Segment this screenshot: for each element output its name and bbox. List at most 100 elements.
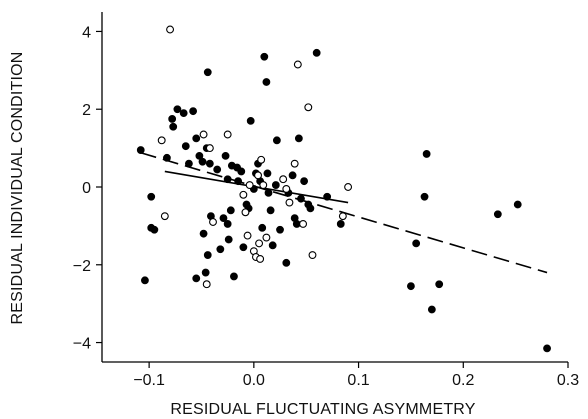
filled-data-point: [493, 210, 502, 219]
filled-data-point: [192, 274, 201, 283]
filled-data-point: [168, 115, 177, 123]
filled-data-point: [297, 194, 305, 203]
filled-data-point: [201, 268, 210, 277]
filled-data-point: [268, 241, 277, 250]
filled-data-point: [263, 169, 272, 178]
filled-data-point: [136, 146, 145, 154]
filled-data-point: [412, 239, 421, 248]
filled-data-point: [435, 280, 444, 289]
x-tick-label: 0.3: [557, 372, 579, 389]
filled-data-point: [169, 122, 178, 131]
filled-data-point: [336, 220, 345, 228]
plot-frame: [101, 12, 568, 363]
filled-data-point: [258, 223, 267, 232]
open-data-point: [254, 171, 262, 180]
filled-data-point: [246, 116, 255, 125]
filled-data-point: [230, 272, 238, 281]
open-data-point: [279, 175, 288, 184]
filled-data-point: [181, 142, 190, 151]
filled-data-point: [276, 225, 284, 234]
x-axis-ticks: −0.1 0.0 0.1 0.2 0.3: [133, 362, 579, 389]
filled-data-point: [199, 229, 208, 238]
open-data-point: [160, 212, 169, 221]
filled-data-point: [264, 188, 273, 197]
filled-data-point: [260, 52, 269, 61]
open-data-point: [290, 159, 299, 168]
filled-data-point: [150, 225, 159, 234]
x-tick-label: −0.1: [133, 372, 165, 389]
filled-data-point: [234, 177, 243, 186]
open-data-point: [157, 136, 166, 145]
x-tick-label: 0.1: [347, 372, 369, 389]
open-data-point: [285, 198, 294, 207]
filled-data-point: [226, 206, 235, 215]
open-data-point: [205, 144, 214, 153]
filled-data-point: [185, 159, 193, 168]
y-tick-label: 0: [82, 180, 91, 197]
filled-data-point: [141, 276, 149, 285]
y-tick-label: −4: [73, 336, 91, 353]
filled-data-point: [221, 151, 230, 160]
open-data-point: [299, 219, 308, 228]
open-data-point: [293, 60, 302, 69]
filled-data-point: [219, 214, 228, 223]
filled-data-point: [513, 200, 522, 209]
filled-data-point: [323, 192, 332, 201]
x-axis-label: RESIDUAL FLUCTUATING ASYMMETRY: [170, 401, 475, 418]
filled-data-point: [420, 192, 429, 201]
open-data-point: [262, 233, 271, 242]
filled-data-point: [306, 204, 315, 213]
x-tick-label: 0.2: [452, 372, 474, 389]
filled-data-point: [216, 245, 225, 254]
open-data-point: [199, 130, 208, 139]
filled-data-point: [282, 258, 291, 267]
open-data-point: [202, 280, 211, 289]
x-tick-label: 0.0: [243, 372, 265, 389]
open-data-point: [209, 218, 217, 226]
open-data-point: [239, 190, 248, 199]
open-data-point: [308, 251, 317, 260]
filled-data-point: [288, 171, 297, 180]
filled-data-point: [266, 206, 275, 215]
open-data-point: [338, 212, 347, 221]
open-data-point: [241, 208, 250, 217]
y-axis-label: RESIDUAL INDIVIDUAL CONDITION: [9, 51, 26, 324]
filled-data-point: [192, 134, 201, 143]
filled-data-point: [223, 175, 232, 184]
open-data-point: [282, 184, 291, 193]
open-data-point: [259, 181, 268, 190]
filled-data-point: [237, 167, 246, 176]
filled-points-series: [136, 48, 551, 353]
filled-data-point: [300, 177, 309, 186]
open-data-point: [304, 103, 313, 112]
filled-data-point: [205, 159, 214, 168]
filled-data-point: [173, 105, 182, 114]
open-points-series: [157, 25, 353, 289]
filled-data-point: [407, 282, 415, 291]
open-data-point: [243, 231, 252, 240]
filled-data-point: [262, 78, 271, 86]
open-data-point: [344, 183, 353, 191]
open-data-point: [257, 155, 266, 164]
open-data-point: [166, 25, 175, 34]
filled-data-point: [179, 109, 188, 118]
open-data-point: [245, 181, 254, 190]
y-tick-label: 2: [82, 102, 91, 119]
open-data-point: [255, 239, 264, 248]
filled-data-point: [203, 251, 212, 259]
filled-data-point: [427, 305, 436, 314]
y-tick-label: 4: [82, 24, 91, 41]
filled-data-point: [213, 165, 222, 174]
filled-data-point: [543, 344, 551, 353]
y-tick-label: −2: [73, 258, 91, 275]
filled-data-point: [312, 48, 321, 57]
filled-data-point: [189, 107, 198, 116]
open-data-point: [223, 130, 232, 139]
filled-data-point: [422, 150, 431, 158]
filled-data-point: [203, 68, 212, 77]
filled-data-point: [224, 235, 233, 244]
filled-data-point: [147, 192, 156, 201]
filled-data-point: [198, 157, 207, 166]
y-axis-ticks: −4 −2 0 2 4: [73, 24, 102, 353]
